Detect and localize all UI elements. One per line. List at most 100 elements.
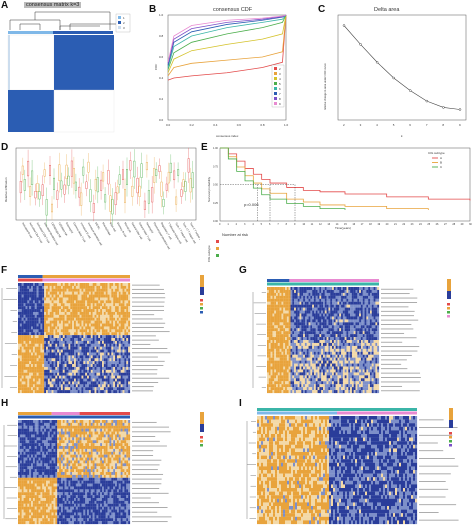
consensus-cdf-chart: consensus CDF CDF consensus index 0.00.0… (154, 7, 289, 138)
panel-a-label: A (1, 0, 9, 11)
cdf-line-k4 (167, 14, 287, 73)
heatmap-cells (18, 420, 131, 525)
d-cell-label: Mast cell (109, 222, 118, 233)
cdf-line-k5 (167, 14, 287, 70)
box (60, 180, 63, 190)
e-xtick: 29 (461, 223, 464, 226)
row-label-stub (132, 497, 151, 499)
row-label-stub (132, 293, 165, 294)
row-label-stub (132, 469, 158, 471)
row-label-stub (132, 473, 164, 475)
panel-a: A consensus matrix k=3 1 2 3 (0, 0, 150, 140)
legend-swatch (200, 436, 203, 439)
e-xtick: 24 (419, 223, 422, 226)
c-xtick: 7 (426, 123, 428, 127)
legend-swatch (449, 436, 452, 439)
e-xtick: 18 (369, 223, 372, 226)
row-label-stub (381, 359, 407, 361)
legend-b-item: 7 (279, 92, 281, 96)
e-xtick: 17 (361, 223, 364, 226)
box (167, 171, 170, 184)
box (31, 170, 34, 185)
delta-area-point (458, 108, 462, 111)
row-label-stub (132, 436, 156, 437)
box (63, 184, 66, 195)
legend-swatch (200, 444, 203, 447)
box (177, 169, 180, 176)
annotation-bar (337, 411, 417, 415)
row-label-stub (381, 350, 418, 352)
row-label-stub (132, 339, 159, 341)
e-xtick: 0 (219, 223, 221, 226)
row-label-stub (132, 431, 171, 433)
box (109, 195, 112, 212)
color-scale (200, 275, 204, 295)
e-xtick: 16 (352, 223, 355, 226)
e-xtick: 6 (269, 223, 271, 226)
e-ytick: 0.50 (213, 184, 218, 187)
box (104, 194, 107, 203)
row-dendrogram (3, 425, 17, 519)
panel-d: D Relative infiltration Activated B cell… (0, 140, 200, 265)
box (92, 203, 95, 213)
box (160, 181, 163, 197)
panel-i: I (237, 398, 474, 528)
c-xtick: 2 (343, 123, 345, 127)
box (118, 174, 121, 185)
box (158, 165, 161, 172)
row-label-stub (381, 381, 420, 383)
heatmap-cells (18, 283, 131, 394)
legend-swatch (447, 307, 450, 310)
annotation-bar (257, 411, 337, 415)
row-label-stub (132, 331, 170, 333)
e-xtick: 30 (469, 223, 472, 226)
axis-e-ylabel: Survival probability (207, 176, 211, 202)
row-label-stub (132, 369, 158, 371)
heatmap-i (246, 408, 459, 525)
legend-b-swatch (274, 67, 277, 70)
box (162, 199, 165, 207)
row-label-stub (381, 319, 419, 321)
box (143, 200, 146, 210)
row-label-stub (419, 481, 446, 482)
box (41, 184, 44, 196)
risk-table-ylabel: CIG subtype (207, 245, 211, 262)
row-label-stub (381, 302, 418, 303)
risk-row-swatch (216, 254, 219, 257)
b-xtick: 0.0 (166, 123, 171, 127)
d-cell-label: Type 2 T helper cell (189, 222, 200, 244)
box (70, 160, 73, 177)
row-label-stub (419, 465, 459, 467)
box (21, 165, 24, 175)
row-dendrogram (1, 288, 17, 388)
legend-b-swatch (274, 102, 277, 105)
cdf-line-k2 (167, 14, 287, 81)
box (34, 191, 37, 199)
box (56, 190, 59, 200)
b-ytick: 0.8 (159, 34, 164, 38)
panel-e: E Survival probability Time(years) p=0.0… (200, 140, 474, 265)
box (173, 170, 176, 181)
c-xtick: 3 (360, 123, 362, 127)
box (72, 168, 75, 184)
consensus-matrix: 1 2 3 (7, 11, 131, 133)
box (36, 183, 39, 192)
delta-area-point (409, 89, 412, 92)
delta-area-point (342, 24, 346, 27)
annotation-bar (42, 278, 130, 282)
legend-swatch (447, 311, 450, 314)
e-xtick: 3 (244, 223, 246, 226)
e-xtick: 22 (402, 223, 405, 226)
row-label-stub (132, 450, 154, 452)
cdf-line-k9 (167, 14, 287, 63)
row-label-stub (132, 318, 163, 320)
box (49, 165, 52, 176)
box (165, 183, 168, 191)
legend-swatch (200, 440, 203, 443)
box (184, 181, 187, 192)
row-label-stub (419, 504, 457, 506)
row-label-stub (132, 502, 159, 504)
c-xtick: 9 (459, 123, 461, 127)
e-xtick: 14 (336, 223, 339, 226)
axis-b-ylabel: CDF (154, 64, 158, 70)
